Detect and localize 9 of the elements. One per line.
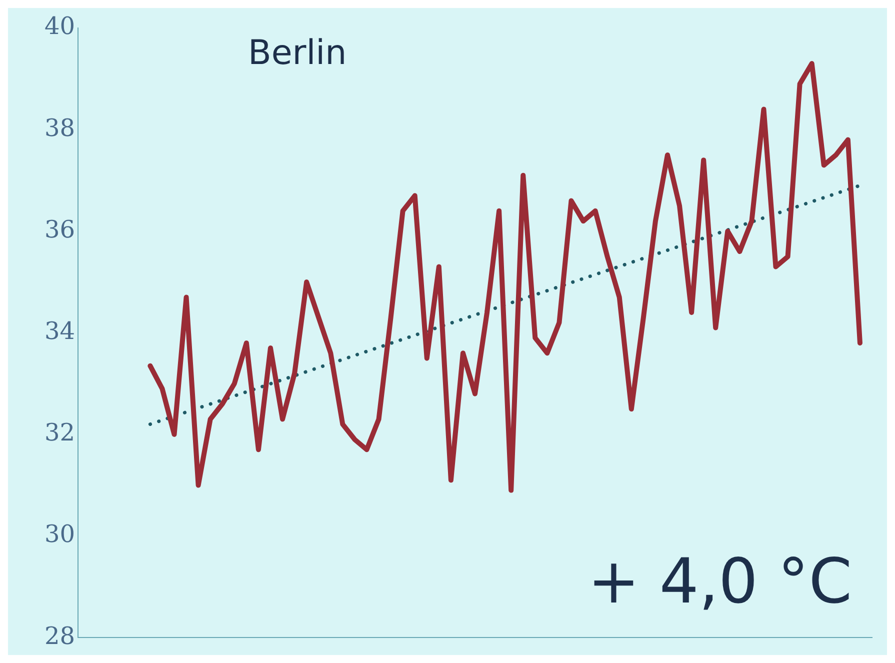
y-tick-label: 38	[44, 114, 75, 142]
y-tick-label: 30	[44, 520, 75, 548]
annotation: Berlin	[248, 32, 347, 73]
y-tick-label: 34	[44, 317, 75, 346]
y-tick-label: 32	[44, 418, 75, 447]
y-tick-label: 40	[44, 12, 75, 40]
y-tick-label: 28	[44, 622, 75, 650]
y-tick-label: 36	[44, 215, 75, 244]
annotation: + 4,0 °C	[588, 544, 852, 618]
